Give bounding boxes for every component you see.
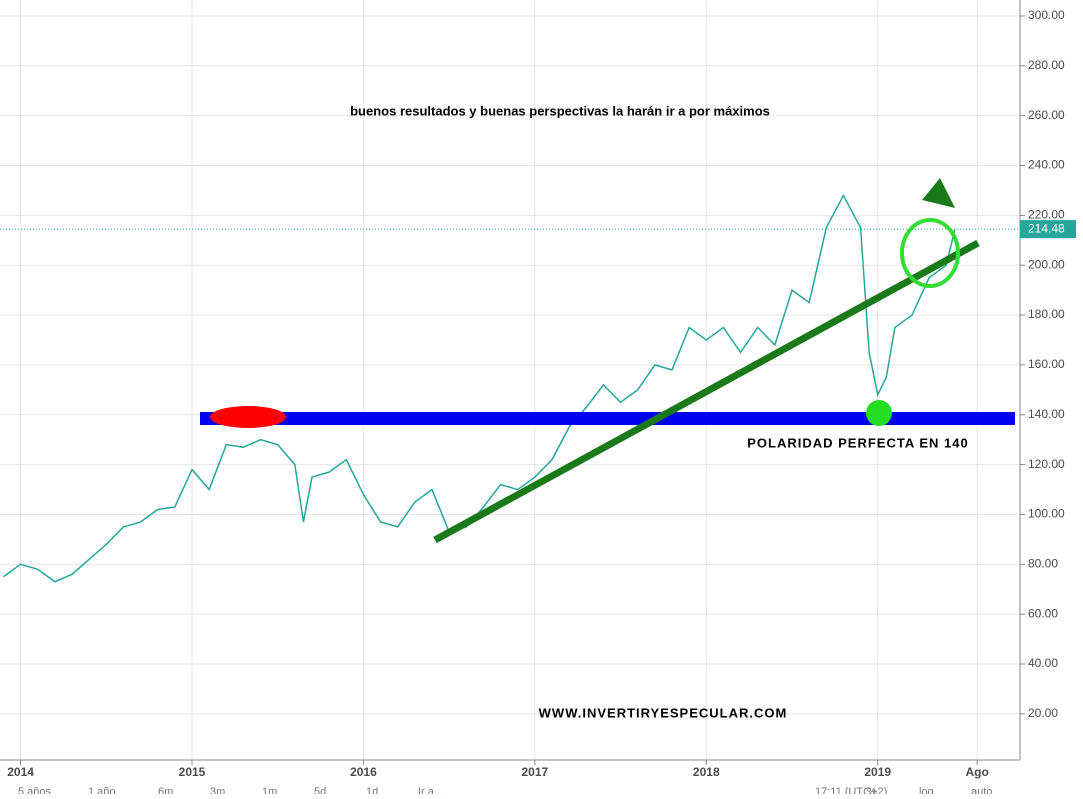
y-tick-label: 120.00 [1028,457,1065,471]
y-tick-label: 60.00 [1028,606,1058,620]
y-tick-label: 200.00 [1028,257,1065,271]
y-tick-label: 100.00 [1028,507,1065,521]
toolbar-button[interactable]: 1d [366,786,378,798]
y-tick-label: 140.00 [1028,407,1065,421]
toolbar-button[interactable]: log [919,786,934,798]
toolbar-button[interactable]: 3m [210,786,225,798]
support-touch [866,400,892,426]
x-tick-label: Ago [965,765,988,779]
y-tick-label: 280.00 [1028,58,1065,72]
toolbar-button[interactable]: 6m [158,786,173,798]
toolbar-button[interactable]: 5 años [18,786,52,798]
chart-title: buenos resultados y buenas perspectivas … [350,103,770,118]
up-arrow [922,178,955,208]
last-price-label: 214.48 [1028,221,1065,235]
toolbar-button[interactable]: auto [971,786,992,798]
y-tick-label: 40.00 [1028,656,1058,670]
support-band [200,412,1015,425]
x-tick-label: 2017 [522,765,549,779]
x-tick-label: 2016 [350,765,377,779]
resistance-mark [210,406,286,428]
y-tick-label: 260.00 [1028,108,1065,122]
breakout-circle [900,218,960,288]
annotation: WWW.INVERTIRYESPECULAR.COM [539,705,788,720]
x-tick-label: 2019 [864,765,891,779]
last-price-box [1020,220,1076,239]
y-tick-label: 240.00 [1028,158,1065,172]
x-tick-label: 2018 [693,765,720,779]
y-tick-label: 20.00 [1028,706,1058,720]
toolbar-button[interactable]: 1m [262,786,277,798]
x-tick-label: 2014 [7,765,34,779]
y-tick-label: 220.00 [1028,208,1065,222]
y-tick-label: 80.00 [1028,557,1058,571]
toolbar-button[interactable]: 1 año [88,786,116,798]
toolbar-button[interactable]: % [867,786,877,798]
toolbar-button[interactable]: 5d [314,786,326,798]
y-tick-label: 300.00 [1028,8,1065,22]
price-line [2,193,956,583]
y-tick-label: 160.00 [1028,357,1065,371]
y-tick-label: 180.00 [1028,307,1065,321]
trend-line [433,239,980,544]
x-tick-label: 2015 [179,765,206,779]
annotation: POLARIDAD PERFECTA EN 140 [747,435,968,450]
toolbar-button[interactable]: Ir a... [418,786,443,798]
